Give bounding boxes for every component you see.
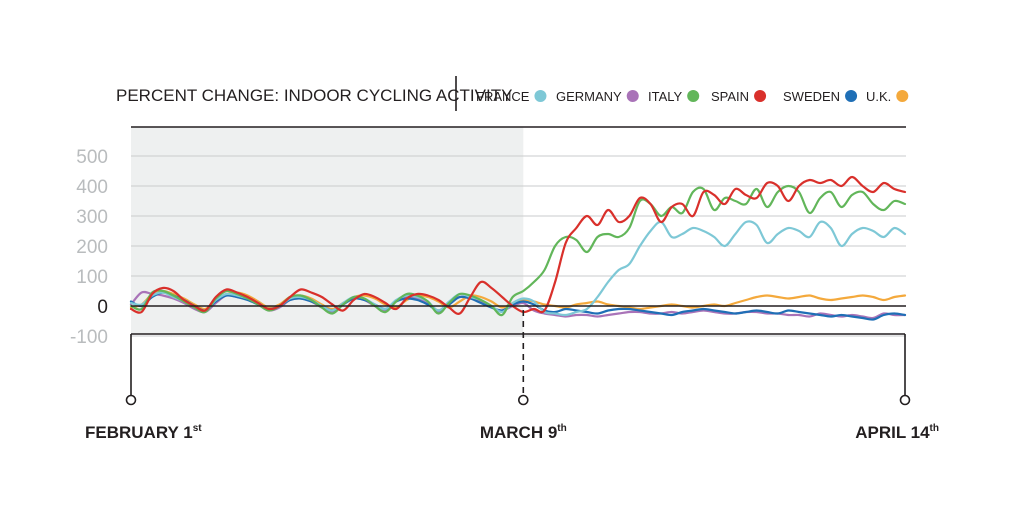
y-tick-label: 0 (97, 297, 108, 318)
legend-swatch (754, 90, 767, 102)
legend-label: SPAIN (711, 89, 749, 104)
legend-swatch (896, 90, 909, 102)
series-line-italy (129, 184, 907, 317)
series-line-spain (129, 175, 907, 315)
y-tick-label: 500 (76, 147, 108, 168)
legend-item-sweden: SWEDEN (783, 89, 858, 104)
legend-label: U.K. (866, 89, 891, 104)
date-label: MARCH 9th (480, 423, 567, 442)
timeline-marker-dot (125, 394, 137, 406)
legend-swatch (534, 90, 547, 102)
legend-item-spain: SPAIN (711, 89, 767, 104)
y-tick-label: 100 (76, 267, 108, 288)
legend-swatch (845, 90, 858, 102)
chart-title: PERCENT CHANGE: INDOOR CYCLING ACTIVITY (116, 86, 512, 105)
y-tick-label: 300 (76, 207, 108, 228)
date-label: APRIL 14th (855, 423, 939, 442)
legend: FRANCE GERMANY ITALY SPAIN SWEDEN U.K. (476, 89, 909, 104)
legend-label: ITALY (648, 89, 683, 104)
legend-item-france: FRANCE (476, 89, 547, 104)
legend-label: FRANCE (476, 89, 530, 104)
y-tick-label: -100 (70, 327, 108, 348)
timeline-marker-dot (518, 394, 529, 406)
legend-label: GERMANY (556, 89, 622, 104)
series-lines (129, 175, 907, 321)
legend-item-uk: U.K. (866, 89, 909, 104)
legend-item-germany: GERMANY (556, 89, 639, 104)
y-axis-ticks: 500 400 300 200 100 0 -100 (70, 147, 108, 348)
legend-item-italy: ITALY (648, 89, 700, 104)
legend-swatch (626, 90, 639, 102)
legend-label: SWEDEN (783, 89, 840, 104)
legend-swatch (687, 90, 700, 102)
date-label: FEBRUARY 1st (85, 423, 202, 442)
y-tick-label: 200 (76, 237, 108, 258)
timeline-marker-dot (899, 394, 911, 406)
y-tick-label: 400 (76, 177, 108, 198)
date-timeline: FEBRUARY 1st MARCH 9th APRIL 14th (85, 310, 939, 442)
gridlines (131, 155, 906, 337)
